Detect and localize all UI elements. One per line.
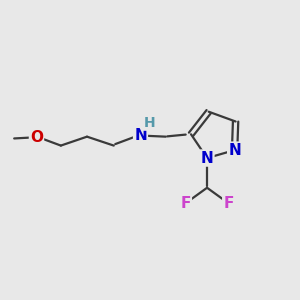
Text: N: N xyxy=(134,128,147,143)
Text: F: F xyxy=(181,196,191,211)
Text: N: N xyxy=(201,151,213,166)
Text: O: O xyxy=(30,130,43,145)
Text: F: F xyxy=(223,196,234,211)
Text: H: H xyxy=(144,116,155,130)
Text: N: N xyxy=(228,142,241,158)
